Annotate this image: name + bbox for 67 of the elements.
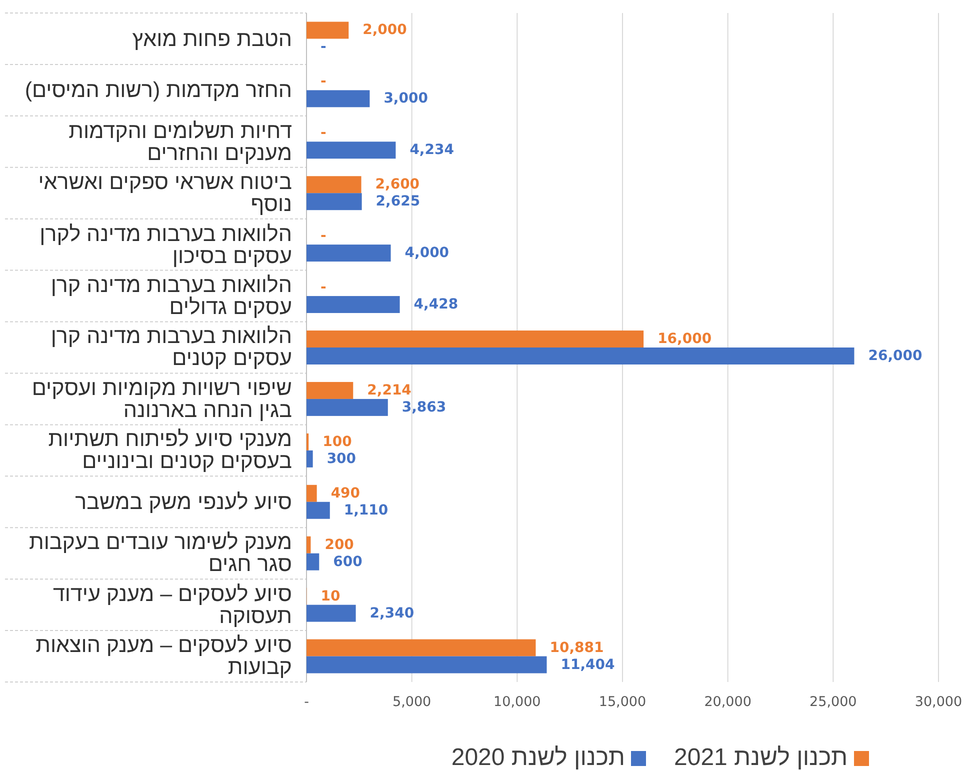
bar [306,348,854,364]
data-label: - [320,39,326,56]
data-label: 490 [330,485,360,502]
x-tick-label: 5,000 [392,694,432,710]
y-tick-label: מענקי סיוע לפיתוח תשתיות בעסקים קטנים ובינוניים [47,427,292,474]
data-label: - [320,228,326,244]
x-tick-label: 10,000 [494,694,541,710]
y-tick-label: החזר מקדמות (רשות המיסים) [24,78,292,102]
y-tick-label: ביטוח אשראי ספקים ואשראי נוסף [37,170,292,216]
data-label: - [320,280,326,296]
data-label: 4,428 [414,296,458,313]
data-label: 11,404 [560,656,616,673]
data-label: 26,000 [868,348,923,364]
bar [306,604,356,622]
data-label: 100 [322,434,352,450]
data-label: 200 [324,536,354,553]
bar [306,22,349,39]
y-tick-label: שיפוי רשויות מקומיות ועסקים בגין הנחה בארנונה [30,376,292,422]
y-tick-label: דחיות תשלומים והקדמות מענקים והחזרים [68,118,292,165]
bar [306,484,317,502]
bar [306,176,362,194]
bar [306,398,388,416]
bar [306,330,644,348]
data-label: 10,881 [550,640,604,656]
bar [306,90,370,108]
data-label: 4,000 [404,245,450,262]
data-label: 2,340 [370,605,414,622]
y-tick-label: הטבת פחות מואץ [131,26,292,51]
data-label: 3,863 [402,399,446,416]
y-tick-label: סיוע לענפי משק במשבר [74,490,292,514]
x-tick-label: 15,000 [598,694,646,710]
bar [306,296,400,314]
data-label: 2,214 [367,382,412,398]
data-label: 1,110 [344,502,388,518]
bar [306,382,354,399]
data-label: 2,000 [362,22,408,38]
data-label: 300 [326,450,356,467]
bar [306,142,396,159]
data-label: 2,600 [375,176,420,193]
x-tick-label: 20,000 [704,694,752,710]
y-tick-label: הלוואות בערבות מדינה לקרן עסקים בסיכון [38,222,292,268]
bar [306,244,391,262]
data-label: 16,000 [658,331,712,348]
bar [306,656,547,674]
data-label: - [320,74,326,90]
x-tick-label: 25,000 [810,694,857,710]
data-label: 600 [333,554,363,570]
legend-label: תכנון לשנת 2021 [674,744,848,771]
y-tick-label: סיוע לעסקים – מענק עידוד תעסוקה [52,582,292,628]
x-tick-label: 30,000 [914,694,962,710]
bar [306,450,313,468]
bar [306,536,311,554]
y-tick-label: מענק לשימור עובדים בעקבות סגר חגים [28,530,292,576]
legend-label: תכנון לשנת 2020 [451,744,625,771]
x-tick-label: - [304,694,310,710]
bar [306,553,320,570]
y-tick-label: הלוואות בערבות מדינה קרן עסקים גדולים [50,273,292,320]
data-label: 4,234 [410,142,454,158]
bar [306,502,330,519]
data-label: 10 [320,588,340,604]
data-label: 2,625 [376,194,420,210]
y-tick-label: סיוע לעסקים – מענק הוצאות קבועות [34,633,292,680]
y-tick-label: הלוואות בערבות מדינה קרן עסקים קטנים [50,324,292,370]
data-label: - [320,125,326,142]
data-label: 3,000 [384,90,428,107]
bar [306,639,536,656]
bar [306,193,362,210]
